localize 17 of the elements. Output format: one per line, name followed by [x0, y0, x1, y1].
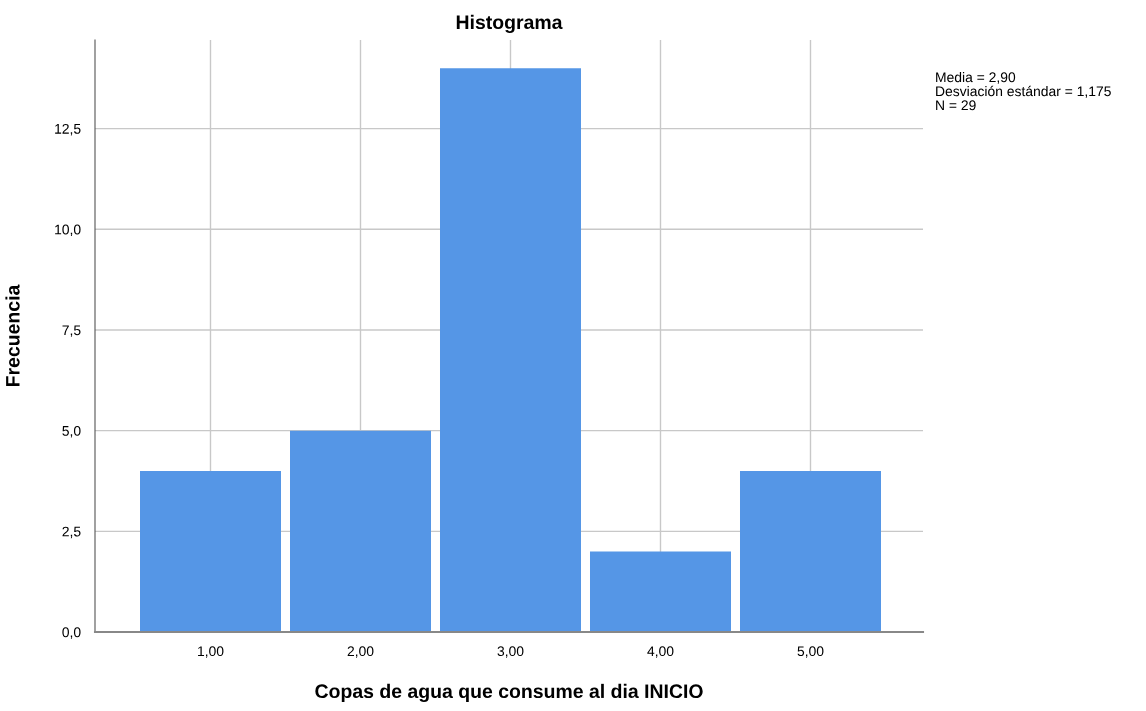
y-axis-title: Frecuencia — [5, 284, 20, 387]
y-tick-label: 10,0 — [55, 224, 81, 237]
y-tick-label: 0,0 — [62, 627, 81, 639]
x-tick-label: 5,00 — [797, 646, 824, 658]
x-tick-label: 3,00 — [497, 646, 524, 658]
x-axis-title: Copas de agua que consume al dia INICIO — [315, 683, 703, 703]
text: N = 29 — [936, 100, 976, 111]
text: Media = 2,90 — [936, 72, 1016, 84]
y-tick-label: 5,0 — [62, 425, 81, 438]
y-tick-label: 2,5 — [62, 526, 81, 539]
y-tick-label: 12,5 — [55, 123, 81, 136]
chart-title: Histograma — [456, 14, 563, 34]
y-tick-label: 7,5 — [62, 325, 81, 337]
x-tick-label: 1,00 — [198, 646, 224, 658]
text: Desviación estándar = 1,175 — [936, 85, 1111, 98]
x-tick-label: 4,00 — [647, 646, 674, 658]
x-tick-label: 2,00 — [347, 646, 374, 658]
